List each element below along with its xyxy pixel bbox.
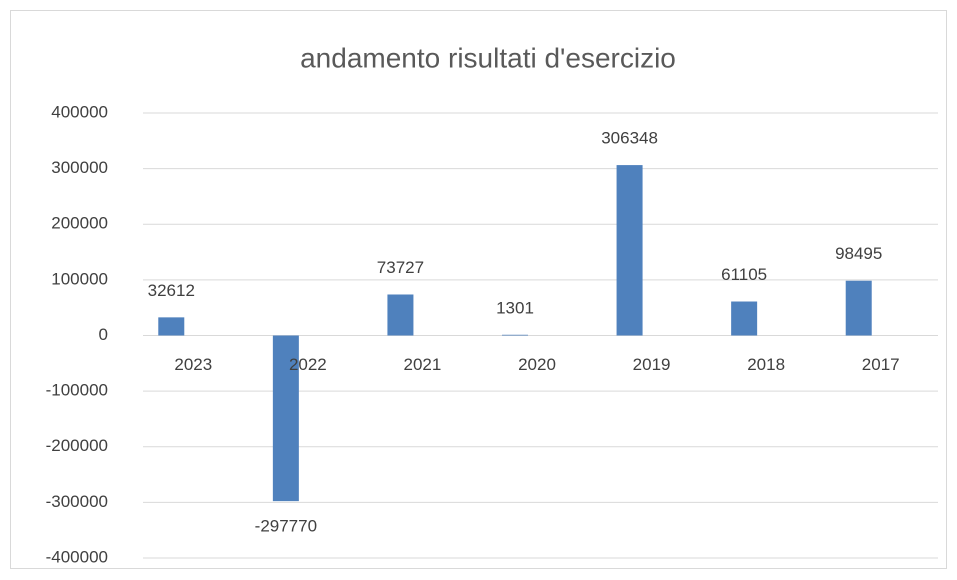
y-tick-label: 200000	[51, 214, 108, 233]
data-label: 73727	[377, 258, 424, 277]
bar	[502, 334, 528, 336]
y-tick-label: -200000	[46, 436, 108, 455]
y-tick-label: -300000	[46, 492, 108, 511]
y-tick-label: -100000	[46, 381, 108, 400]
y-tick-label: 100000	[51, 269, 108, 288]
data-label: 98495	[835, 244, 882, 263]
x-tick-label: 2021	[404, 355, 442, 374]
y-tick-label: 0	[99, 325, 108, 344]
bar	[387, 294, 414, 336]
bar	[731, 301, 758, 336]
bar	[158, 317, 185, 336]
bar	[616, 165, 643, 336]
data-label: 32612	[148, 281, 195, 300]
x-tick-label: 2019	[633, 355, 671, 374]
chart-border	[10, 10, 947, 569]
data-label: 1301	[496, 298, 534, 317]
bar	[845, 280, 872, 336]
bar	[272, 335, 299, 502]
x-tick-label: 2022	[289, 355, 327, 374]
y-tick-label: 300000	[51, 158, 108, 177]
x-tick-label: 2018	[747, 355, 785, 374]
chart-title: andamento risultati d'esercizio	[300, 42, 676, 73]
x-tick-label: 2023	[174, 355, 212, 374]
x-tick-label: 2020	[518, 355, 556, 374]
x-tick-label: 2017	[862, 355, 900, 374]
y-tick-label: 400000	[51, 102, 108, 121]
data-label: 306348	[601, 129, 658, 148]
data-label: 61105	[721, 265, 767, 284]
y-tick-label: -400000	[46, 547, 108, 566]
data-label: -297770	[255, 517, 317, 536]
